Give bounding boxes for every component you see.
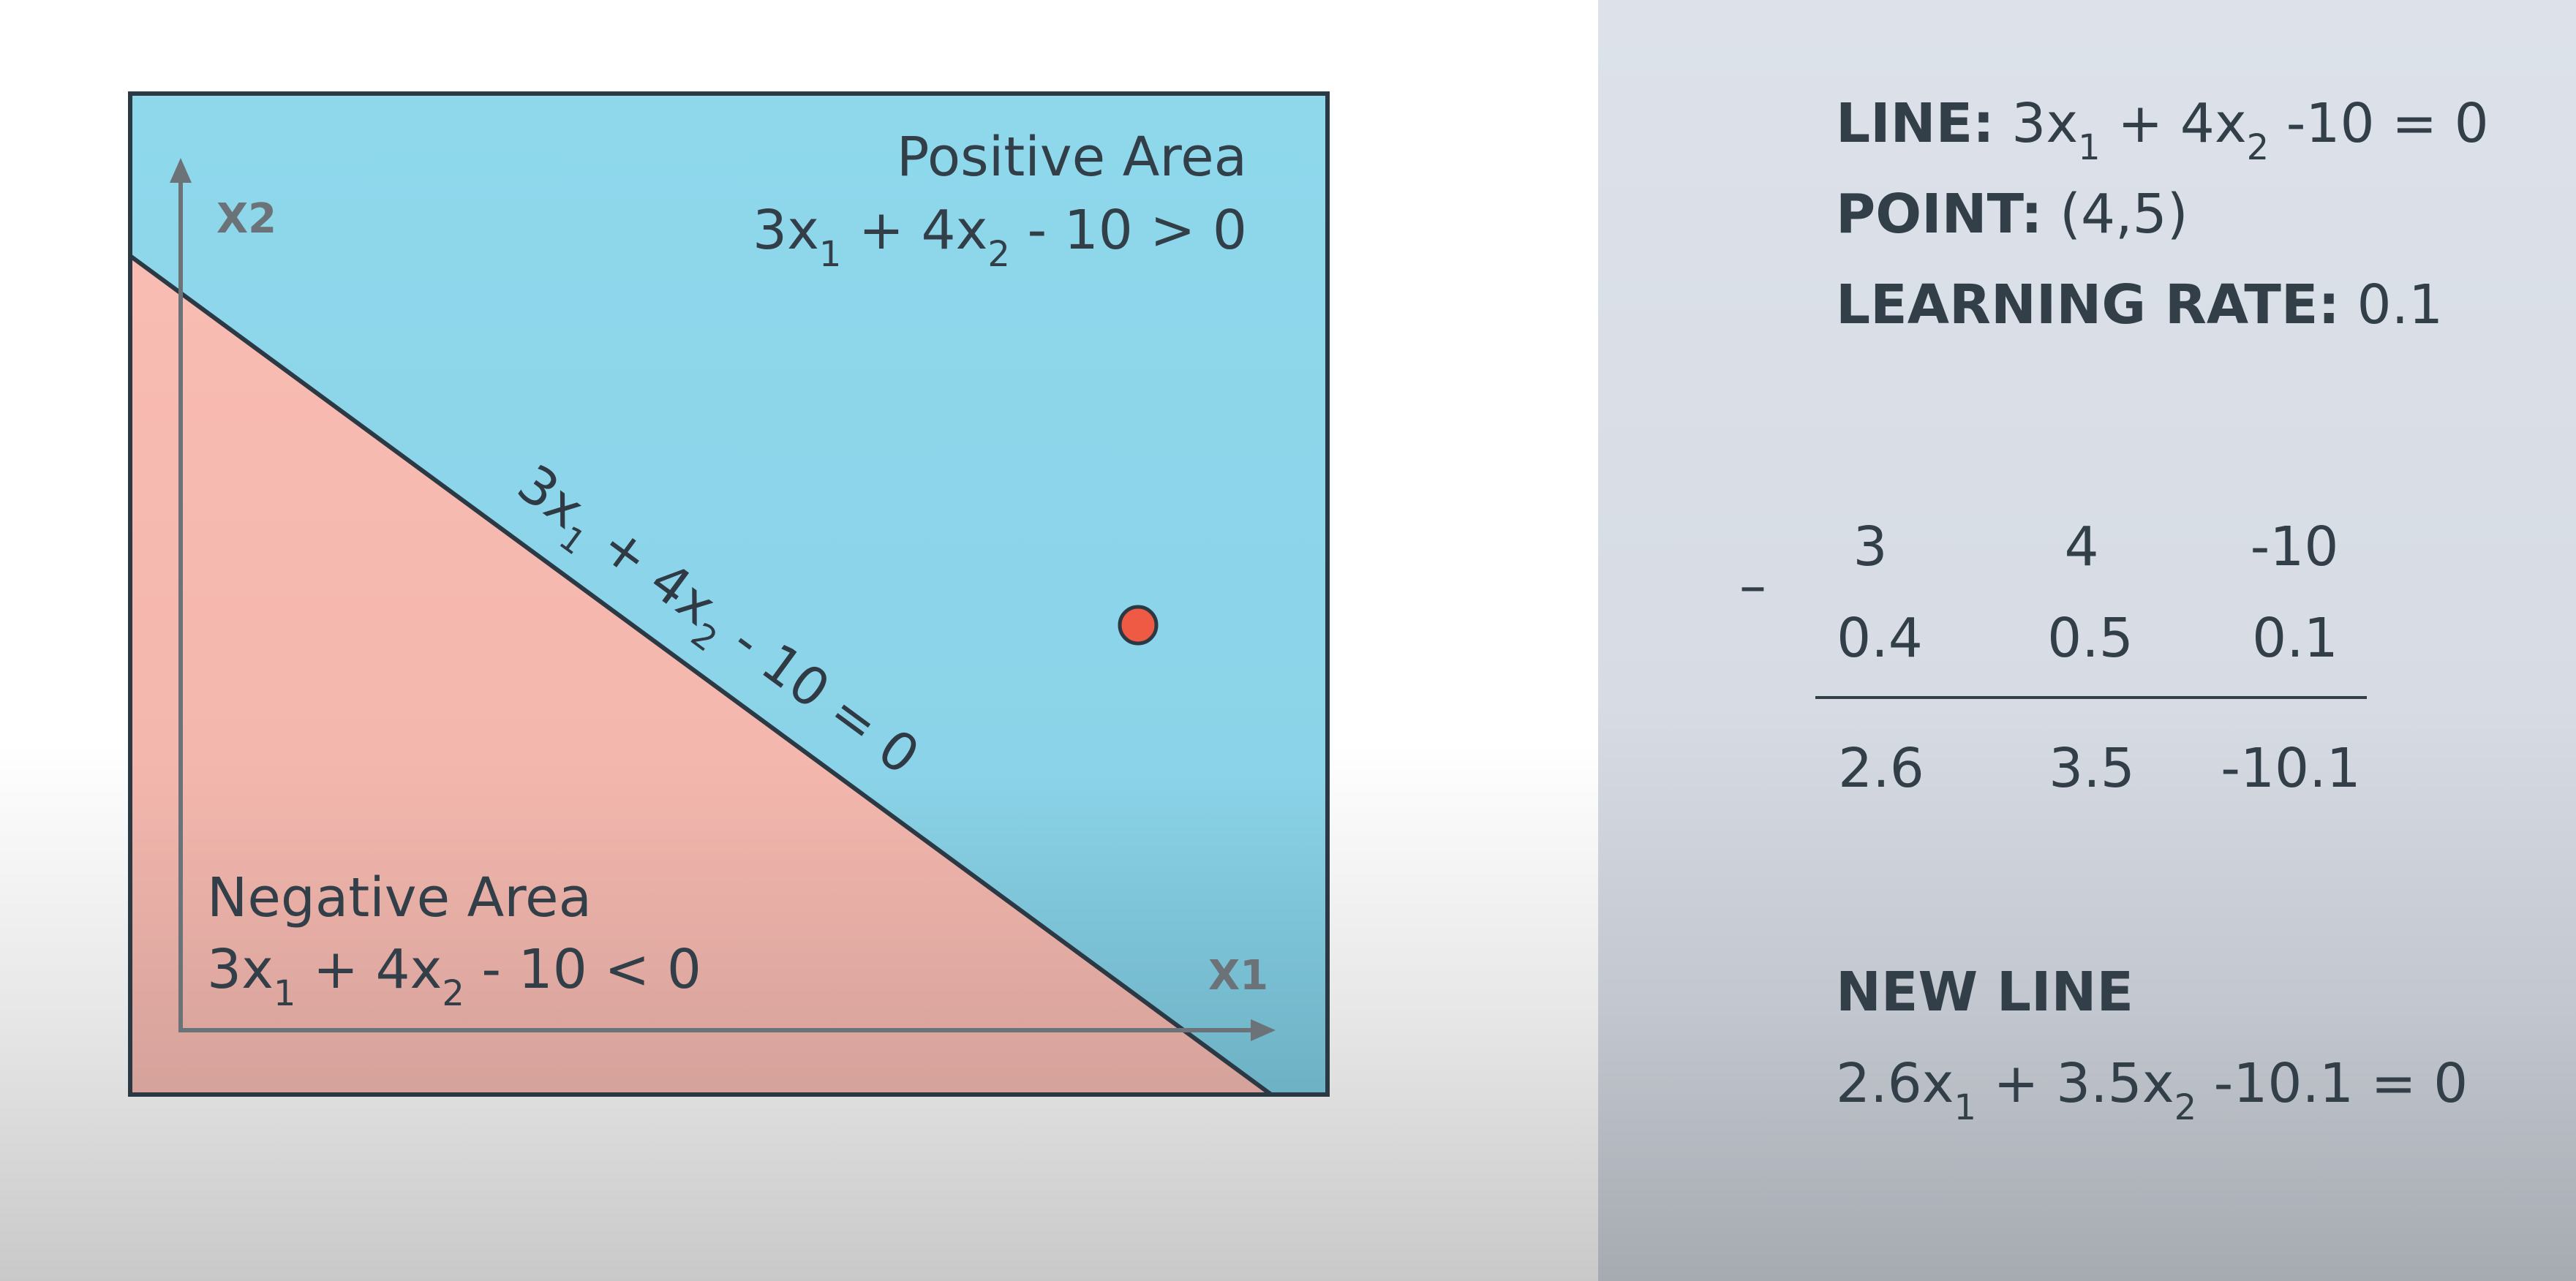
info-learning-rate: LEARNING RATE: 0.1 bbox=[1836, 278, 2443, 332]
calc-divider bbox=[1815, 696, 2367, 699]
info-line-equation: 3x1 + 4x2 -10 = 0 bbox=[2011, 92, 2489, 168]
calc-result-cell: -10.1 bbox=[2221, 737, 2361, 800]
new-line-equation: 2.6x1 + 3.5x2 -10.1 = 0 bbox=[1836, 1052, 2468, 1128]
info-learning-rate-label: LEARNING RATE: bbox=[1836, 273, 2340, 336]
perceptron-diagram: X2 X1 3x1 + 4x2 - 10 = 0 bbox=[128, 91, 1330, 1097]
right-panel: LINE: 3x1 + 4x2 -10 = 0 POINT: (4,5) LEA… bbox=[1598, 0, 2576, 1281]
info-point-label: POINT: bbox=[1836, 183, 2043, 246]
info-learning-rate-value: 0.1 bbox=[2357, 273, 2444, 336]
info-point-value: (4,5) bbox=[2060, 183, 2188, 246]
calc-result-cell: 2.6 bbox=[1838, 737, 1924, 800]
x-axis-label: X1 bbox=[1208, 952, 1268, 1000]
y-axis-label: X2 bbox=[216, 195, 276, 243]
positive-area-inequality: 3x1 + 4x2 - 10 > 0 bbox=[753, 199, 1247, 275]
calc-row1-cell: 4 bbox=[2064, 515, 2099, 578]
calc-row2-cell: 0.4 bbox=[1837, 607, 1923, 670]
data-point bbox=[1118, 605, 1159, 646]
diagram-frame bbox=[128, 91, 1330, 1097]
left-panel: X2 X1 3x1 + 4x2 - 10 = 0 Positive Area 3… bbox=[0, 0, 1598, 1281]
info-line: LINE: 3x1 + 4x2 -10 = 0 bbox=[1836, 97, 2489, 165]
calc-result-cell: 3.5 bbox=[2049, 737, 2135, 800]
calc-row1-cell: -10 bbox=[2250, 515, 2339, 578]
info-line-label: LINE: bbox=[1836, 92, 1995, 155]
negative-area-inequality: 3x1 + 4x2 - 10 < 0 bbox=[207, 938, 701, 1014]
calc-operator: – bbox=[1739, 554, 1766, 617]
calc-row2-cell: 0.5 bbox=[2047, 607, 2134, 670]
positive-area-region bbox=[130, 94, 1327, 1095]
decision-boundary-line bbox=[129, 254, 1273, 1097]
new-line-title: NEW LINE bbox=[1836, 961, 2134, 1024]
calc-row1-cell: 3 bbox=[1853, 515, 1888, 578]
info-point: POINT: (4,5) bbox=[1836, 187, 2188, 241]
negative-area-title: Negative Area bbox=[207, 866, 592, 929]
x-axis-arrow-icon bbox=[1251, 1019, 1276, 1041]
positive-area-title: Positive Area bbox=[896, 126, 1247, 189]
y-axis-arrow-icon bbox=[170, 158, 192, 183]
calc-row2-cell: 0.1 bbox=[2252, 607, 2338, 670]
